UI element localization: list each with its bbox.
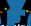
Polygon shape — [20, 12, 23, 14]
Circle shape — [11, 18, 12, 19]
Polygon shape — [16, 12, 19, 14]
Polygon shape — [19, 16, 20, 17]
Circle shape — [11, 13, 12, 14]
Text: Anti-inflammatory agents: Anti-inflammatory agents — [27, 0, 31, 24]
Circle shape — [10, 7, 11, 8]
Circle shape — [8, 8, 9, 9]
Circle shape — [21, 8, 22, 9]
Polygon shape — [7, 7, 25, 20]
Circle shape — [11, 13, 12, 14]
Circle shape — [13, 14, 14, 15]
Circle shape — [8, 8, 9, 9]
Text: OxLDL: OxLDL — [0, 3, 31, 26]
Text: Lipid rich: Lipid rich — [0, 6, 31, 26]
Text: Circulating: Circulating — [0, 0, 31, 18]
Text: T cells: T cells — [0, 4, 31, 26]
Polygon shape — [23, 13, 24, 14]
Circle shape — [7, 13, 8, 15]
Text: Pro-inflammatory: Pro-inflammatory — [0, 2, 31, 21]
Polygon shape — [24, 13, 25, 14]
Text: TXNIP: TXNIP — [20, 0, 31, 18]
Text: Insulin resistance,: Insulin resistance, — [0, 0, 31, 17]
Text: Activated: Activated — [0, 8, 31, 26]
Text: LDL-C: LDL-C — [0, 0, 31, 18]
Circle shape — [26, 11, 27, 12]
Polygon shape — [8, 18, 11, 20]
Text: Apoptotic: Apoptotic — [0, 6, 31, 25]
Polygon shape — [16, 14, 18, 16]
Text: Circulating: Circulating — [0, 0, 31, 18]
Text: Cholesterol crystal: Cholesterol crystal — [0, 8, 31, 26]
Circle shape — [21, 6, 22, 8]
Text: accumulation: accumulation — [0, 4, 31, 26]
Circle shape — [23, 14, 24, 15]
Text: Lipids lowering agents: Lipids lowering agents — [5, 0, 31, 21]
Text: +: + — [1, 0, 31, 26]
Circle shape — [10, 8, 11, 9]
Ellipse shape — [22, 12, 23, 13]
Circle shape — [13, 11, 14, 12]
Circle shape — [14, 9, 15, 10]
Circle shape — [11, 7, 12, 8]
Circle shape — [22, 9, 23, 10]
Polygon shape — [18, 17, 19, 18]
Text: VCAM-1: VCAM-1 — [15, 0, 31, 20]
Text: Plaques: Plaques — [0, 7, 31, 26]
Circle shape — [14, 13, 15, 14]
Circle shape — [12, 6, 13, 7]
Polygon shape — [10, 16, 20, 18]
Text: Endothelium: Endothelium — [0, 0, 21, 26]
Text: Chronic hyperglycemia: Chronic hyperglycemia — [0, 0, 31, 17]
Circle shape — [11, 7, 12, 8]
Circle shape — [14, 13, 15, 14]
Circle shape — [12, 7, 14, 8]
Circle shape — [12, 13, 13, 14]
Text: platelets: platelets — [0, 8, 31, 26]
Circle shape — [16, 7, 17, 8]
Text: PCSK9 inhibitors: PCSK9 inhibitors — [5, 1, 31, 20]
Circle shape — [21, 13, 22, 14]
Text: ICAM-1: ICAM-1 — [15, 1, 31, 20]
Ellipse shape — [19, 6, 20, 7]
Text: Fibrous cap: Fibrous cap — [0, 8, 31, 26]
Polygon shape — [23, 14, 24, 15]
Text: Glucose lowering agents: Glucose lowering agents — [0, 0, 9, 17]
Circle shape — [22, 8, 24, 9]
Text: MCP-1: MCP-1 — [19, 0, 31, 21]
Text: foam cells: foam cells — [0, 6, 31, 26]
Text: Monocytes: Monocytes — [0, 0, 31, 18]
Circle shape — [23, 12, 25, 13]
Circle shape — [9, 8, 10, 9]
Polygon shape — [9, 8, 23, 18]
Circle shape — [9, 9, 11, 10]
Text: Statins: Statins — [5, 0, 31, 20]
Text: Nox inhibitors: Nox inhibitors — [0, 0, 8, 17]
Text: degradation: degradation — [0, 9, 31, 26]
Polygon shape — [7, 18, 11, 20]
Circle shape — [11, 13, 12, 14]
Text: Macrophage: Macrophage — [20, 0, 31, 23]
Circle shape — [14, 14, 15, 15]
Circle shape — [13, 14, 14, 15]
Circle shape — [14, 14, 15, 15]
Circle shape — [23, 7, 24, 8]
Text: Thrombus: Thrombus — [0, 10, 31, 26]
Circle shape — [21, 17, 23, 18]
Text: Foam cells: Foam cells — [18, 1, 31, 24]
Text: SGLT2-inhibitors: SGLT2-inhibitors — [0, 0, 9, 17]
Circle shape — [13, 14, 14, 15]
Text: modified glyco/lipids: modified glyco/lipids — [0, 0, 31, 17]
Text: Nrf2 activators: Nrf2 activators — [0, 0, 8, 17]
Circle shape — [12, 4, 13, 5]
Text: VSMC proliferation & migration: VSMC proliferation & migration — [26, 0, 31, 26]
Circle shape — [9, 16, 10, 17]
Circle shape — [22, 7, 23, 8]
Circle shape — [5, 9, 6, 10]
Text: Diabetes: Diabetes — [0, 0, 31, 20]
Circle shape — [8, 7, 9, 8]
Text: Cytokines-chemokines: Cytokines-chemokines — [0, 2, 31, 22]
Text: Oxidative stress: Oxidative stress — [0, 0, 31, 19]
Text: NLRP3-inhibitors: NLRP3-inhibitors — [27, 1, 31, 24]
Polygon shape — [24, 14, 25, 15]
